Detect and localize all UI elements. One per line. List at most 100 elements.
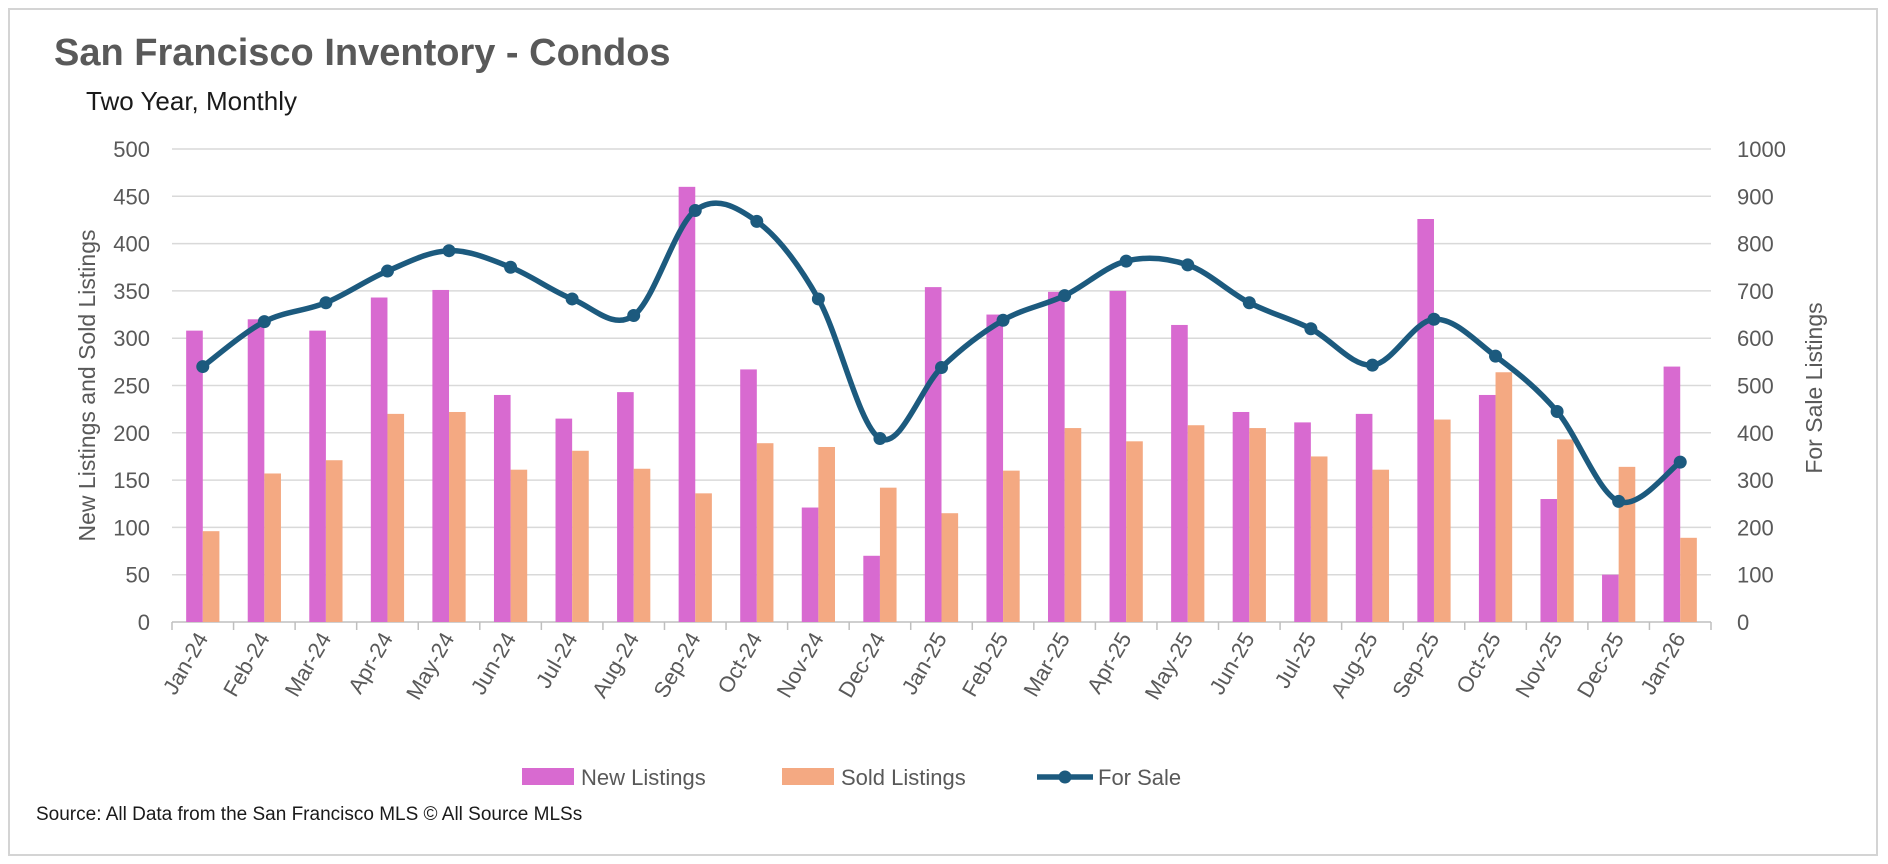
- for-sale-point: [627, 308, 641, 322]
- sold-listings-bar: [510, 469, 528, 622]
- for-sale-point: [319, 296, 333, 310]
- for-sale-point: [1058, 289, 1072, 303]
- for-sale-point: [504, 260, 518, 274]
- sold-listings-bar: [1372, 469, 1390, 622]
- legend-new-listings-swatch: [522, 768, 574, 785]
- x-tick-label: Jan-24: [158, 628, 213, 699]
- new-listings-bar: [1663, 366, 1681, 622]
- x-tick-label: Jul-24: [531, 628, 583, 692]
- sold-listings-bar: [1618, 466, 1636, 622]
- x-tick-label: Feb-25: [957, 628, 1014, 701]
- for-sale-point: [1427, 312, 1441, 326]
- sold-listings-bar: [879, 487, 897, 622]
- sold-listings-bar: [1003, 470, 1020, 622]
- sold-listings-bar: [202, 531, 220, 622]
- chart-subtitle: Two Year, Monthly: [86, 86, 298, 116]
- sold-listings-bar: [1433, 419, 1451, 622]
- x-tick-label: Dec-25: [1572, 628, 1629, 702]
- for-sale-point: [935, 361, 948, 375]
- y-axis-title: New Listings and Sold Listings: [74, 230, 100, 542]
- y2-tick-label: 0: [1737, 610, 1749, 635]
- sold-listings-bar: [325, 460, 343, 622]
- x-tick-label: Jun-24: [466, 628, 521, 699]
- new-listings-bar: [1540, 499, 1558, 622]
- for-sale-point: [996, 313, 1010, 327]
- x-tick-label: Apr-24: [343, 628, 398, 698]
- y-tick-label: 450: [113, 184, 150, 209]
- for-sale-point: [196, 360, 210, 374]
- legend-for-sale-marker: [1058, 770, 1072, 784]
- new-listings-bar: [1109, 290, 1127, 622]
- y2-tick-label: 200: [1737, 515, 1774, 540]
- sold-listings-bar: [756, 443, 774, 622]
- x-tick-label: Oct-24: [712, 628, 767, 698]
- sold-listings-bar: [1187, 425, 1205, 622]
- new-listings-bar: [801, 507, 819, 622]
- sold-listings-bar: [818, 446, 836, 622]
- y-tick-label: 50: [126, 563, 150, 588]
- sold-listings-bar: [1680, 537, 1697, 622]
- new-listings-bar: [186, 330, 203, 622]
- x-tick-label: Jan-26: [1635, 628, 1690, 699]
- for-sale-point: [1242, 296, 1256, 310]
- new-listings-bar: [432, 289, 450, 622]
- new-listings-bar: [1047, 291, 1065, 622]
- new-listings-bar: [617, 392, 634, 622]
- legend-sold-listings-label: Sold Listings: [841, 765, 966, 790]
- new-listings-bar: [924, 287, 942, 622]
- new-listings-bar: [1478, 394, 1496, 622]
- legend-for-sale-label: For Sale: [1098, 765, 1181, 790]
- y-tick-label: 100: [113, 515, 150, 540]
- for-sale-point: [1119, 254, 1133, 268]
- for-sale-point: [380, 264, 394, 278]
- legend: New Listings Sold Listings For Sale: [522, 765, 1181, 790]
- y2-axis-title: For Sale Listings: [1801, 302, 1827, 473]
- x-tick-label: Nov-24: [772, 628, 829, 702]
- chart-title: San Francisco Inventory - Condos: [54, 32, 671, 74]
- new-listings-bar: [370, 297, 388, 622]
- sold-listings-bar: [572, 450, 589, 622]
- y2-tick-label: 600: [1737, 326, 1774, 351]
- y-tick-label: 150: [113, 468, 150, 493]
- x-tick-label: Mar-24: [280, 628, 336, 701]
- y-tick-label: 0: [138, 610, 150, 635]
- y2-tick-label: 700: [1737, 279, 1774, 304]
- x-tick-label: Sep-25: [1387, 628, 1444, 702]
- source-note: Source: All Data from the San Francisco …: [36, 804, 583, 825]
- x-tick-label: Dec-24: [833, 628, 890, 702]
- new-listings-bar: [1294, 422, 1311, 622]
- y2-tick-label: 900: [1737, 184, 1774, 209]
- sold-listings-bar: [1249, 428, 1266, 622]
- for-sale-line: [196, 200, 1687, 508]
- new-listings-bar: [1602, 574, 1619, 622]
- x-tick-label: Jun-25: [1204, 628, 1259, 699]
- x-tick-label: Apr-25: [1082, 628, 1137, 698]
- for-sale-point: [1489, 349, 1503, 363]
- new-listings-bar: [986, 314, 1004, 622]
- x-tick-label: May-25: [1140, 628, 1198, 704]
- new-listings-bar: [678, 186, 696, 622]
- sold-listings-bar: [695, 493, 712, 622]
- x-tick-label: Sep-24: [648, 628, 705, 702]
- new-listings-bar: [555, 418, 573, 622]
- y-tick-label: 350: [113, 279, 150, 304]
- x-tick-label: Feb-24: [218, 628, 275, 701]
- new-listings-bar: [247, 319, 265, 622]
- for-sale-point: [688, 203, 702, 217]
- new-listings-bar: [1232, 411, 1250, 622]
- for-sale-point: [565, 292, 579, 306]
- for-sale-point: [1365, 358, 1379, 372]
- new-listings-bar: [1417, 219, 1434, 622]
- for-sale-point: [1304, 322, 1318, 336]
- bars: [186, 186, 1697, 622]
- sold-listings-bar: [633, 468, 651, 622]
- sold-listings-bar: [1310, 456, 1328, 622]
- legend-new-listings-label: New Listings: [581, 765, 706, 790]
- for-sale-point: [1181, 258, 1195, 272]
- y-tick-label: 200: [113, 421, 150, 446]
- x-tick-label: Aug-24: [587, 628, 644, 702]
- y-tick-label: 500: [113, 137, 150, 162]
- new-listings-bar: [1171, 324, 1188, 622]
- sold-listings-bar: [449, 411, 466, 622]
- new-listings-bar: [309, 330, 326, 622]
